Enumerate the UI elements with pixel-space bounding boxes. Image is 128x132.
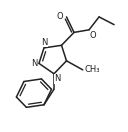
Text: O: O [90, 31, 96, 40]
Text: CH₃: CH₃ [84, 65, 100, 74]
Text: N: N [55, 74, 61, 83]
Text: O: O [57, 12, 63, 21]
Text: N: N [41, 38, 47, 47]
Text: N: N [31, 59, 37, 68]
